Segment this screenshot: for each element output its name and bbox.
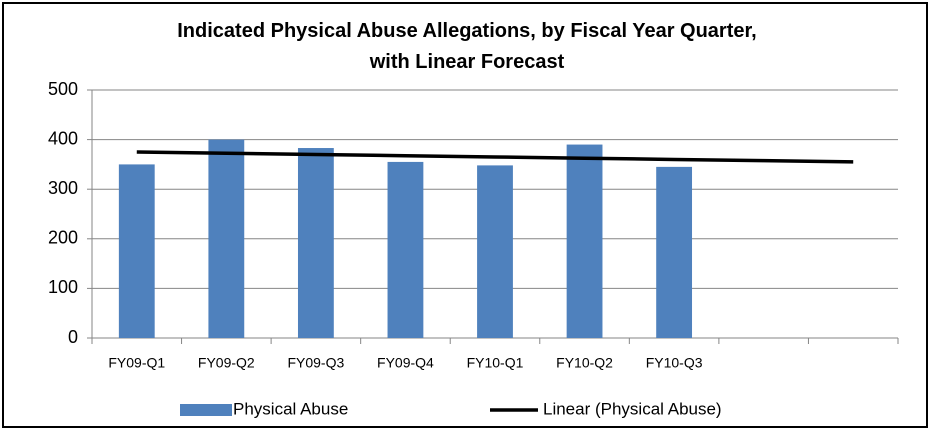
x-tick-label: FY09-Q2 [198, 355, 255, 371]
y-tick-label: 100 [48, 277, 78, 297]
bar [566, 144, 603, 338]
legend-label: Linear (Physical Abuse) [543, 399, 722, 418]
bar [656, 166, 693, 338]
bar [118, 164, 155, 338]
y-tick-label: 0 [68, 327, 78, 347]
legend-label: Physical Abuse [233, 399, 348, 418]
chart-frame [2, 2, 928, 428]
legend-swatch [180, 404, 232, 416]
chart-title: Indicated Physical Abuse Allegations, by… [177, 20, 757, 73]
x-tick-label: FY10-Q2 [556, 355, 613, 371]
y-tick-label: 200 [48, 228, 78, 248]
y-tick-label: 500 [48, 79, 78, 99]
x-tick-label: FY10-Q3 [646, 355, 703, 371]
bar [297, 148, 334, 338]
x-tick-label: FY10-Q1 [467, 355, 524, 371]
x-tick-label: FY09-Q4 [377, 355, 434, 371]
bar [477, 165, 513, 338]
x-tick-label: FY09-Q3 [287, 355, 344, 371]
trend-line [136, 150, 854, 164]
x-tick-label: FY09-Q1 [108, 355, 165, 371]
bar [387, 161, 424, 338]
y-tick-label: 400 [48, 128, 78, 148]
bar [208, 139, 245, 338]
y-tick-label: 300 [48, 178, 78, 198]
